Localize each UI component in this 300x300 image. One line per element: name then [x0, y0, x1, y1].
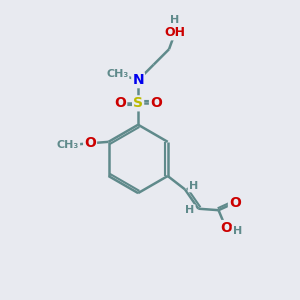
Text: N: N: [132, 73, 144, 87]
Text: O: O: [84, 136, 96, 150]
Text: H: H: [170, 15, 180, 26]
Text: OH: OH: [164, 26, 185, 39]
Text: H: H: [189, 182, 198, 191]
Text: O: O: [150, 96, 162, 110]
Text: H: H: [232, 226, 242, 236]
Text: O: O: [114, 96, 126, 110]
Text: O: O: [229, 196, 241, 210]
Text: H: H: [185, 205, 195, 215]
Text: S: S: [133, 96, 143, 110]
Text: CH₃: CH₃: [106, 69, 128, 79]
Text: CH₃: CH₃: [57, 140, 79, 150]
Text: O: O: [220, 221, 232, 235]
